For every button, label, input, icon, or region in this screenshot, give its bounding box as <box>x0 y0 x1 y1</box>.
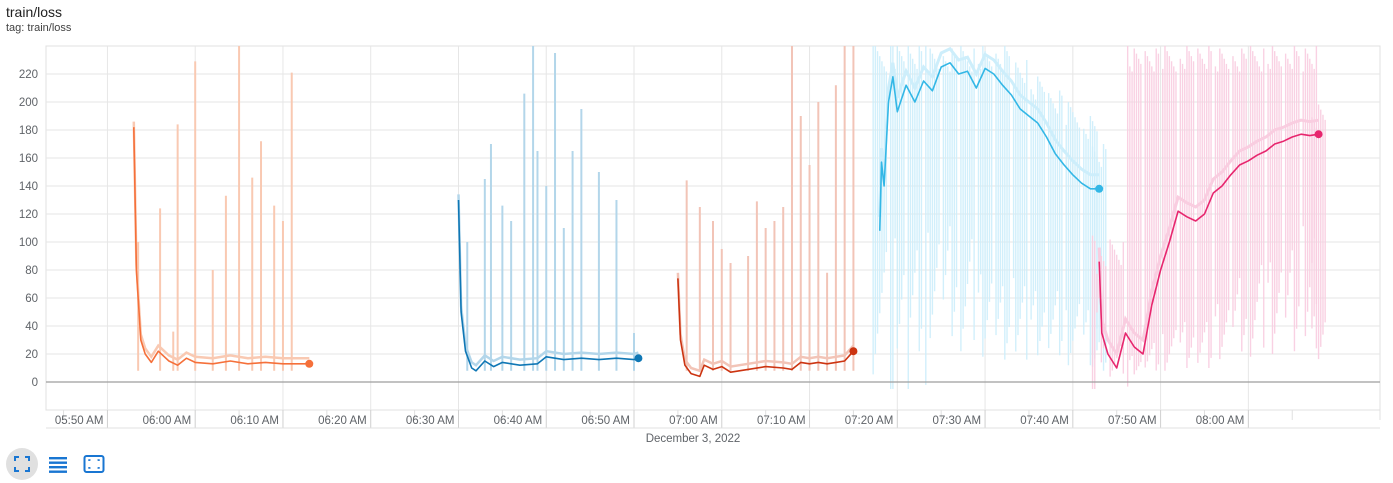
x-tick-label: 07:30 AM <box>932 415 981 427</box>
y-tick-label: 20 <box>25 349 38 361</box>
x-tick-label: 05:50 AM <box>55 415 104 427</box>
raw-line <box>676 272 855 373</box>
x-tick-label: 06:30 AM <box>406 415 455 427</box>
series-end-marker <box>305 359 314 368</box>
toggle-log-button[interactable] <box>42 448 74 480</box>
raw-line <box>1097 118 1319 358</box>
x-axis-title: December 3, 2022 <box>646 433 741 445</box>
raw-line <box>878 46 1100 217</box>
chart-toolbar <box>6 448 110 480</box>
y-tick-label: 0 <box>32 377 38 389</box>
smoothed-line <box>133 127 310 366</box>
y-tick-label: 40 <box>25 321 38 333</box>
list-icon <box>49 457 67 473</box>
x-tick-label: 06:40 AM <box>494 415 543 427</box>
smoothed-line <box>457 199 639 372</box>
smoothed-line <box>1098 133 1319 369</box>
fit-screen-icon <box>14 456 30 472</box>
x-tick-label: 07:10 AM <box>757 415 806 427</box>
x-tick-label: 07:40 AM <box>1020 415 1069 427</box>
raw-line <box>457 194 639 367</box>
loss-chart[interactable]: 05:50 AM 06:00 AM 06:10 AM 06:20 AM 06:30 AM… <box>0 0 1393 448</box>
x-tick-label: 08:00 AM <box>1196 415 1245 427</box>
smoothed-line <box>879 62 1100 231</box>
y-tick-label: 200 <box>19 97 38 109</box>
series-end-marker <box>1314 130 1323 139</box>
chart-title: train/loss <box>6 4 63 20</box>
y-tick-label: 80 <box>25 265 38 277</box>
series-end-marker <box>1095 184 1104 193</box>
y-tick-label: 180 <box>19 125 38 137</box>
series-end-marker <box>634 354 643 363</box>
x-tick-label: 07:20 AM <box>845 415 894 427</box>
y-tick-label: 140 <box>19 181 38 193</box>
raw-line <box>132 121 310 362</box>
y-tick-label: 160 <box>19 153 38 165</box>
y-tick-label: 100 <box>19 237 38 249</box>
y-tick-label: 120 <box>19 209 38 221</box>
x-tick-label: 07:00 AM <box>669 415 718 427</box>
plot-border <box>45 45 1381 411</box>
y-axis-labels: 0 20 40 60 80 100 120 140 160 180 200 220 <box>19 69 38 389</box>
crop-free-icon <box>83 455 105 473</box>
raw-series <box>132 46 1326 389</box>
series-end-marker <box>849 347 858 356</box>
smoothed-line <box>677 278 854 378</box>
y-tick-label: 60 <box>25 293 38 305</box>
x-tick-label: 06:20 AM <box>318 415 367 427</box>
smoothed-series <box>133 62 1323 378</box>
y-tick-label: 220 <box>19 69 38 81</box>
fit-domain-button[interactable] <box>6 448 38 480</box>
chart-tag: tag: train/loss <box>6 22 72 34</box>
x-axis-labels: 05:50 AM 06:00 AM 06:10 AM 06:20 AM 06:30 AM… <box>55 415 1245 427</box>
x-tick-label: 06:00 AM <box>143 415 192 427</box>
x-tick-label: 07:50 AM <box>1108 415 1157 427</box>
x-tick-label: 06:10 AM <box>230 415 279 427</box>
zoom-box-button[interactable] <box>78 448 110 480</box>
x-tick-label: 06:50 AM <box>581 415 630 427</box>
